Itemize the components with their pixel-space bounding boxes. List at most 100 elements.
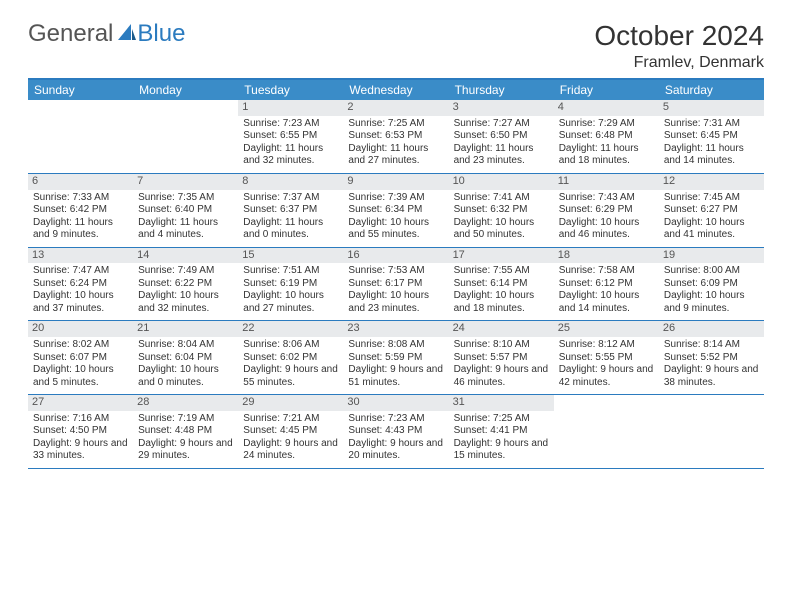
day-details: Sunrise: 8:10 AMSunset: 5:57 PMDaylight:… [454,339,549,389]
day-cell: 12 Sunrise: 7:45 AMSunset: 6:27 PMDayligh… [659,174,764,247]
week-row: 20 Sunrise: 8:02 AMSunset: 6:07 PMDayligh… [28,321,764,395]
day-cell: 11 Sunrise: 7:43 AMSunset: 6:29 PMDayligh… [554,174,659,247]
day-details: Sunrise: 7:58 AMSunset: 6:12 PMDaylight:… [559,265,654,315]
day-cell: 22Sunrise: 8:06 AMSunset: 6:02 PMDayligh… [238,321,343,394]
logo-sail-icon [117,20,137,48]
week-row: 13Sunrise: 7:47 AMSunset: 6:24 PMDayligh… [28,248,764,322]
day-details: Sunrise: 7:31 AMSunset: 6:45 PMDaylight:… [664,118,759,168]
day-number: 23 [343,321,448,337]
weekday-header: Monday [133,80,238,100]
weekday-header: Sunday [28,80,133,100]
day-cell: 6 Sunrise: 7:33 AMSunset: 6:42 PMDaylight… [28,174,133,247]
day-details: Sunrise: 8:02 AMSunset: 6:07 PMDaylight:… [33,339,128,389]
day-number: 15 [238,248,343,264]
day-number: 18 [554,248,659,264]
weekday-header: Saturday [659,80,764,100]
day-number: 14 [133,248,238,264]
header: General Blue October 2024 Framlev, Denma… [28,20,764,72]
day-details: Sunrise: 8:12 AMSunset: 5:55 PMDaylight:… [559,339,654,389]
day-details: Sunrise: 7:29 AMSunset: 6:48 PMDaylight:… [559,118,654,168]
day-details: Sunrise: 7:35 AMSunset: 6:40 PMDaylight:… [138,192,233,242]
day-cell: 21Sunrise: 8:04 AMSunset: 6:04 PMDayligh… [133,321,238,394]
day-number: 28 [133,395,238,411]
day-cell: 13Sunrise: 7:47 AMSunset: 6:24 PMDayligh… [28,248,133,321]
day-cell: 2Sunrise: 7:25 AMSunset: 6:53 PMDaylight… [343,100,448,173]
day-cell: 3 Sunrise: 7:27 AMSunset: 6:50 PMDaylight… [449,100,554,173]
day-cell: 27Sunrise: 7:16 AMSunset: 4:50 PMDayligh… [28,395,133,468]
day-number: 22 [238,321,343,337]
day-number: 21 [133,321,238,337]
day-number: 2 [343,100,448,116]
day-details: Sunrise: 7:23 AMSunset: 6:55 PMDaylight:… [243,118,338,168]
day-number: 30 [343,395,448,411]
calendar: SundayMondayTuesdayWednesdayThursdayFrid… [28,78,764,469]
day-details: Sunrise: 7:43 AMSunset: 6:29 PMDaylight:… [559,192,654,242]
day-number: 24 [449,321,554,337]
day-number: 13 [28,248,133,264]
day-details: Sunrise: 7:25 AMSunset: 4:41 PMDaylight:… [454,413,549,463]
day-number: 20 [28,321,133,337]
day-cell: 9 Sunrise: 7:39 AMSunset: 6:34 PMDaylight… [343,174,448,247]
day-number: 11 [554,174,659,190]
week-row: 27Sunrise: 7:16 AMSunset: 4:50 PMDayligh… [28,395,764,469]
day-cell: . [28,100,133,173]
day-details: Sunrise: 7:49 AMSunset: 6:22 PMDaylight:… [138,265,233,315]
day-cell: 26 Sunrise: 8:14 AMSunset: 5:52 PMDayligh… [659,321,764,394]
day-cell: 18Sunrise: 7:58 AMSunset: 6:12 PMDayligh… [554,248,659,321]
day-cell: 16Sunrise: 7:53 AMSunset: 6:17 PMDayligh… [343,248,448,321]
weekday-header: Thursday [449,80,554,100]
day-details: Sunrise: 7:55 AMSunset: 6:14 PMDaylight:… [454,265,549,315]
day-cell: 8Sunrise: 7:37 AMSunset: 6:37 PMDaylight… [238,174,343,247]
day-number: 29 [238,395,343,411]
day-cell: . [659,395,764,468]
day-number: 5 [659,100,764,116]
day-number: 26 [659,321,764,337]
day-details: Sunrise: 7:27 AMSunset: 6:50 PMDaylight:… [454,118,549,168]
day-number: 7 [133,174,238,190]
logo: General Blue [28,20,185,48]
day-number: 31 [449,395,554,411]
day-cell: . [554,395,659,468]
day-number: 4 [554,100,659,116]
calendar-page: General Blue October 2024 Framlev, Denma… [0,0,792,489]
day-number: 19 [659,248,764,264]
day-number: 16 [343,248,448,264]
day-details: Sunrise: 7:33 AMSunset: 6:42 PMDaylight:… [33,192,128,242]
weekday-header: Tuesday [238,80,343,100]
day-number: 9 [343,174,448,190]
logo-text-1: General [28,20,113,48]
day-cell: 23 Sunrise: 8:08 AMSunset: 5:59 PMDayligh… [343,321,448,394]
day-cell: 25 Sunrise: 8:12 AMSunset: 5:55 PMDayligh… [554,321,659,394]
day-cell: 20 Sunrise: 8:02 AMSunset: 6:07 PMDayligh… [28,321,133,394]
day-details: Sunrise: 8:00 AMSunset: 6:09 PMDaylight:… [664,265,759,315]
day-cell: 28Sunrise: 7:19 AMSunset: 4:48 PMDayligh… [133,395,238,468]
day-number: 10 [449,174,554,190]
day-cell: 15Sunrise: 7:51 AMSunset: 6:19 PMDayligh… [238,248,343,321]
day-cell: 4 Sunrise: 7:29 AMSunset: 6:48 PMDaylight… [554,100,659,173]
day-number: 3 [449,100,554,116]
day-cell: 10 Sunrise: 7:41 AMSunset: 6:32 PMDayligh… [449,174,554,247]
title-block: October 2024 Framlev, Denmark [594,20,764,72]
day-details: Sunrise: 7:45 AMSunset: 6:27 PMDaylight:… [664,192,759,242]
day-number: 25 [554,321,659,337]
day-details: Sunrise: 8:08 AMSunset: 5:59 PMDaylight:… [348,339,443,389]
day-details: Sunrise: 7:39 AMSunset: 6:34 PMDaylight:… [348,192,443,242]
day-details: Sunrise: 7:41 AMSunset: 6:32 PMDaylight:… [454,192,549,242]
day-number: 6 [28,174,133,190]
week-row: ..1Sunrise: 7:23 AMSunset: 6:55 PMDaylig… [28,100,764,174]
day-details: Sunrise: 7:47 AMSunset: 6:24 PMDaylight:… [33,265,128,315]
day-cell: 17Sunrise: 7:55 AMSunset: 6:14 PMDayligh… [449,248,554,321]
weekday-header: Friday [554,80,659,100]
day-number: 12 [659,174,764,190]
day-details: Sunrise: 8:14 AMSunset: 5:52 PMDaylight:… [664,339,759,389]
day-number: 27 [28,395,133,411]
day-number: 1 [238,100,343,116]
week-row: 6 Sunrise: 7:33 AMSunset: 6:42 PMDaylight… [28,174,764,248]
month-title: October 2024 [594,20,764,52]
day-cell: . [133,100,238,173]
day-cell: 5 Sunrise: 7:31 AMSunset: 6:45 PMDaylight… [659,100,764,173]
location: Framlev, Denmark [594,54,764,72]
day-cell: 14Sunrise: 7:49 AMSunset: 6:22 PMDayligh… [133,248,238,321]
day-cell: 31 Sunrise: 7:25 AMSunset: 4:41 PMDayligh… [449,395,554,468]
weekday-row: SundayMondayTuesdayWednesdayThursdayFrid… [28,80,764,100]
